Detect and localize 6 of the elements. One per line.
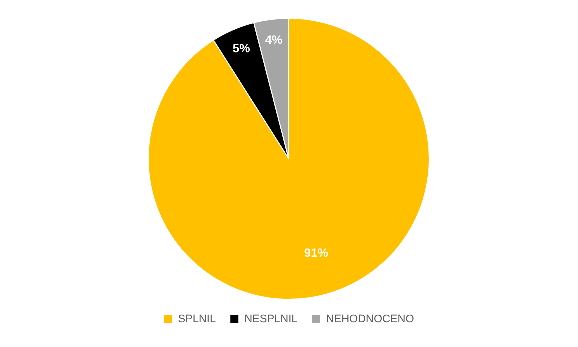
data-label: 5% xyxy=(232,42,251,56)
legend-label: SPLNIL xyxy=(178,314,216,326)
legend-label: NESPLNIL xyxy=(244,314,298,326)
data-label: 91% xyxy=(304,246,329,260)
legend-label: NEHODNOCENO xyxy=(326,314,415,326)
data-label: 4% xyxy=(265,32,284,47)
